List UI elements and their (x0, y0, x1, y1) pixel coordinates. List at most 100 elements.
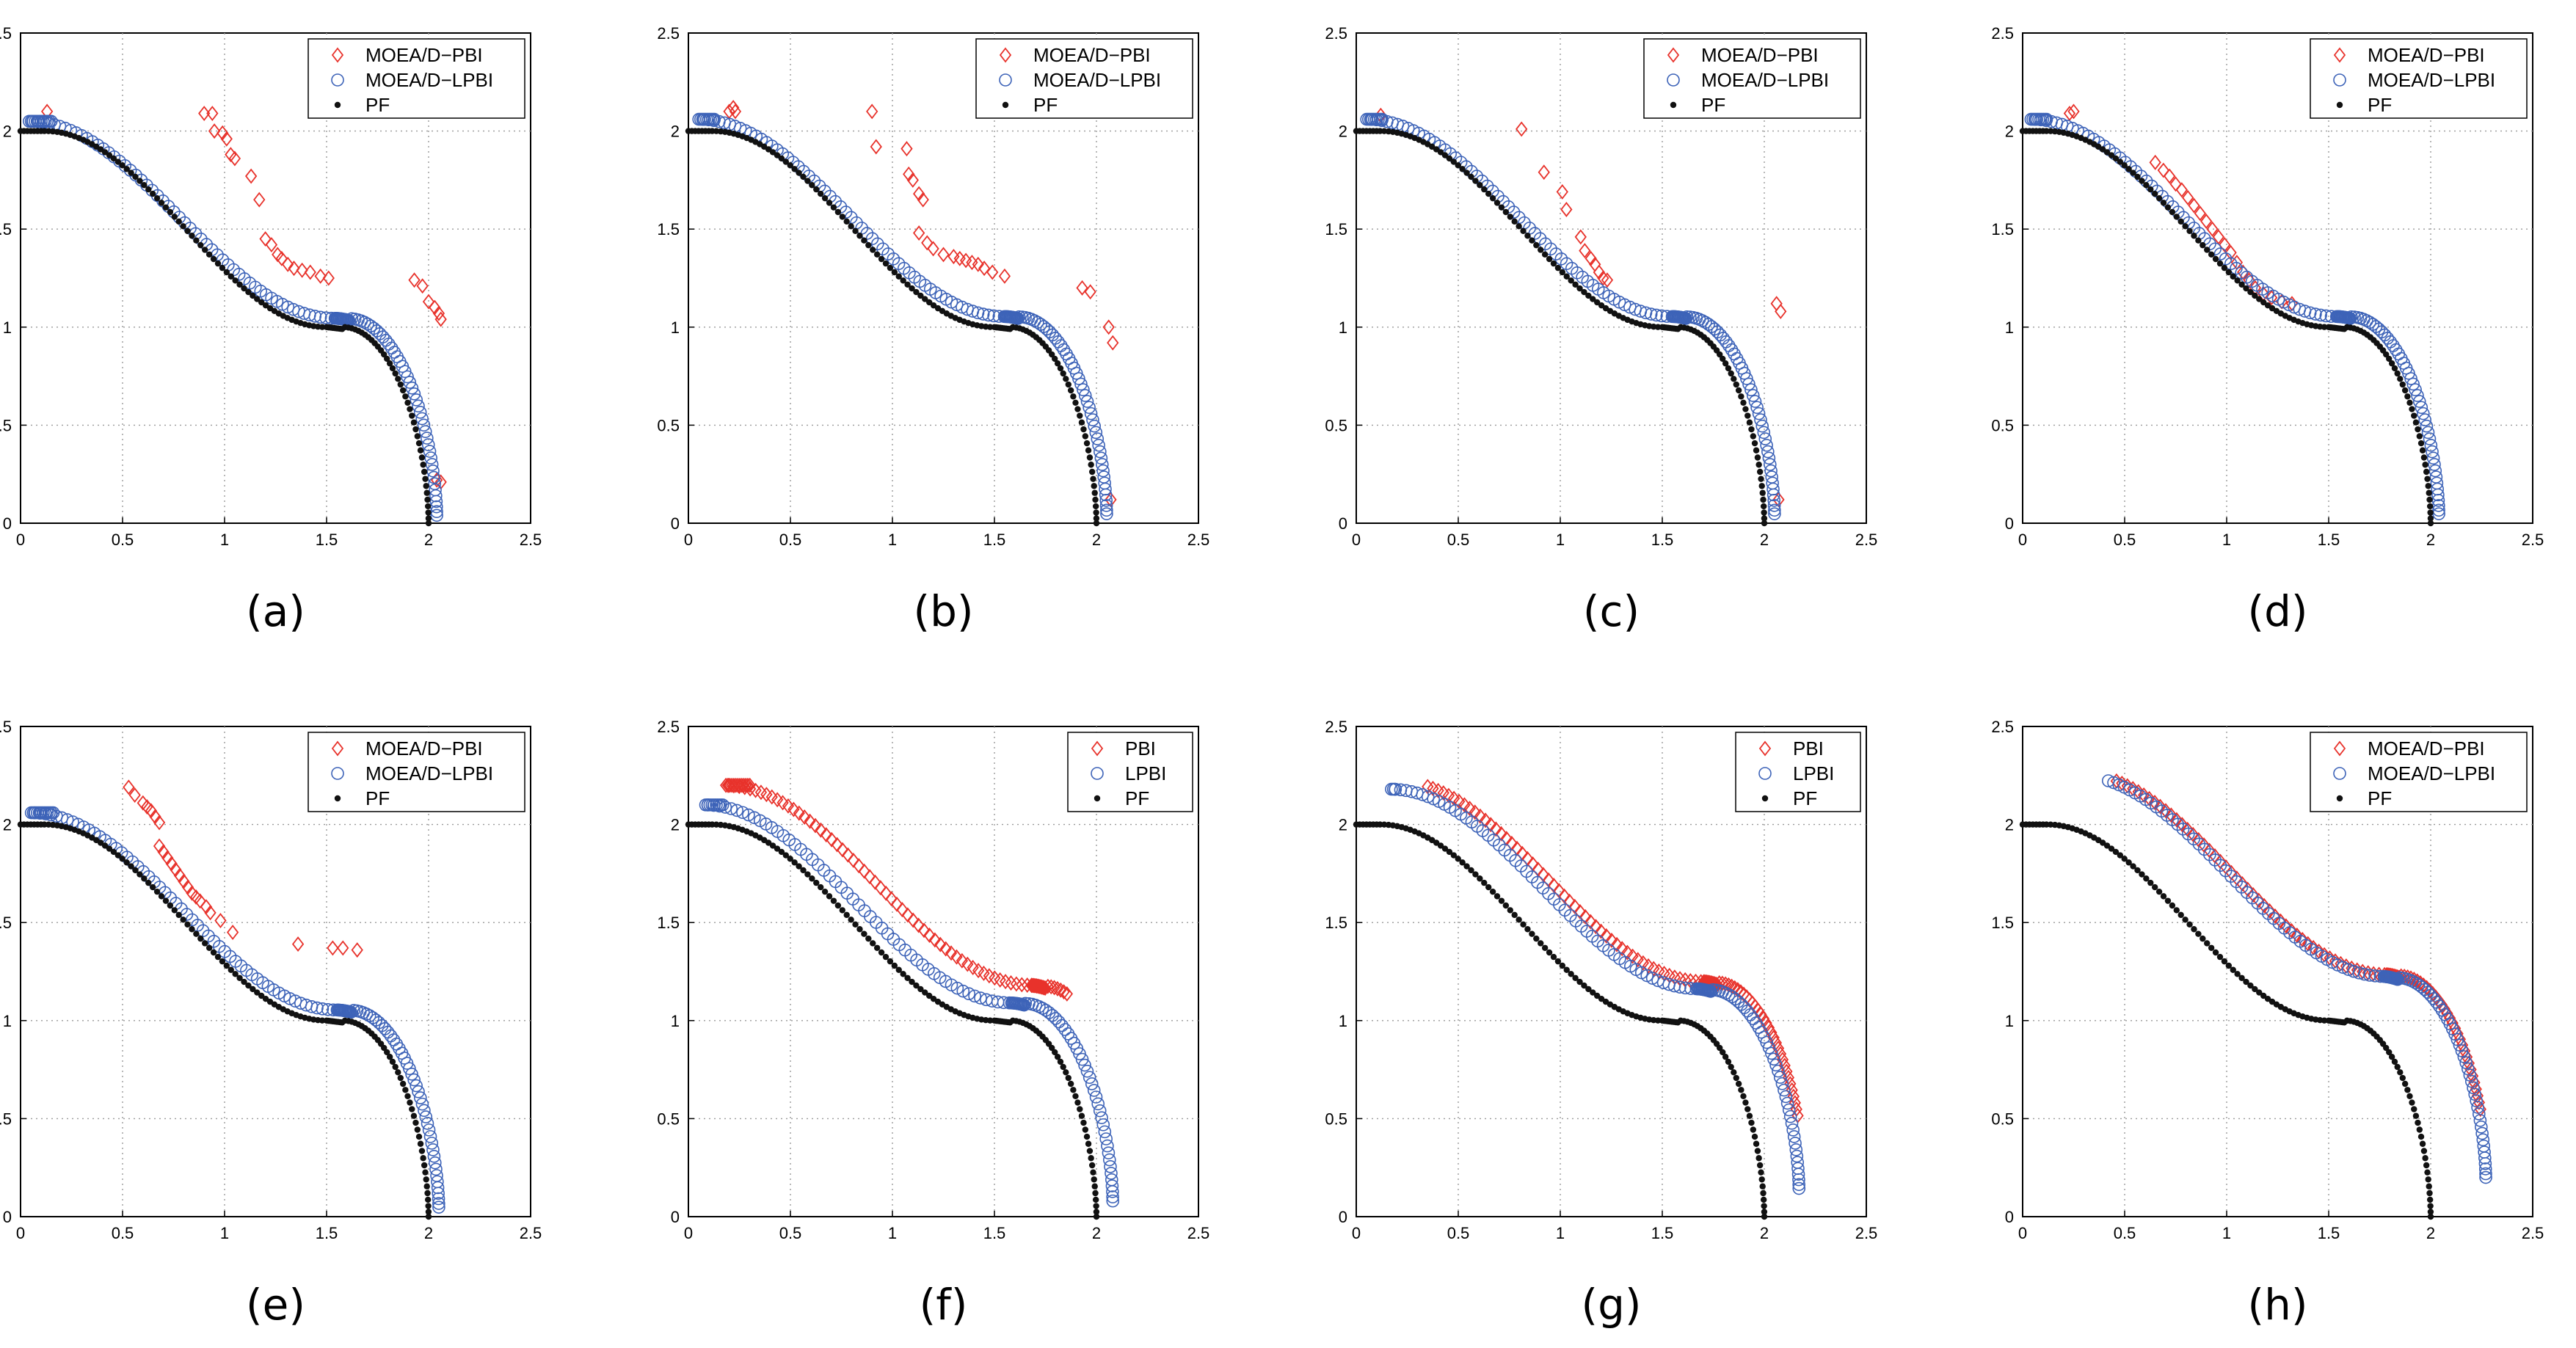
data-point-dot (407, 406, 413, 412)
data-point-dot (1731, 376, 1737, 382)
legend-marker-circle (999, 73, 1012, 87)
data-point-dot (1078, 419, 1085, 426)
legend-marker-circle (1667, 73, 1680, 87)
data-point-circle (1748, 395, 1762, 408)
data-point-dot (250, 292, 256, 299)
data-point-circle (2468, 1087, 2481, 1101)
data-point-dot (1716, 1044, 1723, 1052)
data-point-dot (2426, 1189, 2433, 1197)
data-point-diamond (265, 237, 278, 253)
data-point-circle (1762, 1041, 1776, 1054)
data-point-dot (2208, 251, 2215, 258)
x-tick-label: 0 (684, 531, 693, 549)
data-point-circle (1078, 1058, 1091, 1072)
data-point-circle (432, 1187, 445, 1201)
data-point-diamond (1060, 986, 1073, 1002)
x-tick-label: 1 (1556, 1224, 1565, 1242)
data-point-dot (1716, 351, 1723, 358)
legend-label: MOEA/D−LPBI (1033, 69, 1161, 91)
data-point-dot (384, 1049, 390, 1056)
data-point-dot (2164, 897, 2172, 904)
data-point-dot (2417, 440, 2425, 447)
data-point-diamond (727, 100, 740, 116)
data-point-dot (1754, 454, 1761, 461)
x-tick-label: 0.5 (2114, 531, 2136, 549)
data-point-diamond (1055, 982, 1067, 998)
data-point-circle (1101, 1139, 1114, 1153)
data-point-dot (418, 1148, 426, 1154)
data-point-dot (205, 944, 213, 951)
data-point-diamond (1621, 944, 1634, 961)
data-point-diamond (1495, 826, 1507, 842)
data-point-dot (110, 155, 117, 162)
chart-e: 00 0.5 0.5 1 1 1.5 1.5 2 2 2.5 2.5 MOEA/D−PBI MOEA/D… (0, 718, 542, 1330)
data-point-dot (114, 159, 122, 165)
data-point-dot (1048, 351, 1055, 358)
data-point-dot (250, 986, 256, 993)
data-point-dot (1090, 1169, 1096, 1176)
data-point-diamond (787, 801, 800, 817)
data-point-circle (692, 112, 705, 126)
data-point-circle (1094, 445, 1107, 459)
data-point-dot (415, 440, 423, 447)
data-point-circle (1058, 1023, 1072, 1036)
legend-marker-diamond (1667, 47, 1680, 63)
series-diamond (719, 777, 1073, 1002)
data-point-circle (428, 1156, 442, 1170)
data-point-circle (1758, 432, 1772, 445)
data-point-dot (128, 170, 134, 176)
data-point-dot (1725, 365, 1732, 372)
data-point-circle (2415, 401, 2428, 415)
data-point-dot (765, 839, 772, 846)
data-point-dot (1083, 440, 1091, 447)
data-point-diamond (314, 268, 327, 284)
data-point-circle (1055, 1019, 1069, 1032)
data-point-dot (1758, 483, 1765, 489)
data-point-dot (2264, 995, 2271, 1002)
data-point-circle (432, 1201, 445, 1214)
data-point-diamond (2219, 237, 2231, 253)
series-circle (699, 798, 1120, 1208)
data-point-diamond (967, 960, 979, 975)
data-point-dot (2243, 978, 2249, 986)
data-point-circle (1036, 1002, 1049, 1015)
data-point-dot (145, 879, 152, 886)
legend-marker-circle (331, 767, 344, 780)
data-point-circle (1019, 997, 1033, 1010)
x-tick-label: 0 (1352, 1224, 1361, 1242)
data-point-circle (1087, 1084, 1101, 1097)
data-point-dot (2164, 204, 2172, 211)
data-point-dot (1433, 839, 1440, 846)
data-point-dot (873, 944, 881, 951)
data-point-dot (2117, 159, 2124, 165)
series-dot (2019, 821, 2434, 1220)
panel-caption: (c) (1583, 586, 1640, 636)
data-point-dot (800, 173, 807, 181)
data-point-dot (1067, 1080, 1074, 1087)
data-point-dot (404, 399, 411, 406)
data-point-diamond (1597, 270, 1609, 286)
data-point-dot (162, 897, 170, 904)
x-tick-label: 2 (1092, 531, 1101, 549)
data-point-dot (1092, 496, 1099, 503)
data-point-dot (392, 1063, 399, 1071)
data-point-dot (2406, 399, 2413, 406)
data-point-dot (1091, 483, 1097, 489)
data-point-dot (2321, 1017, 2328, 1024)
legend-label: PBI (1125, 737, 1156, 759)
data-point-circle (357, 316, 371, 329)
y-tick-label: 1.5 (657, 220, 680, 238)
data-point-dot (2234, 971, 2241, 977)
series-circle (24, 806, 445, 1214)
data-point-dot (1091, 1176, 1097, 1183)
data-point-circle (1787, 1130, 1801, 1143)
data-point-diamond (912, 917, 925, 933)
data-point-dot (1091, 1183, 1098, 1189)
data-point-dot (878, 949, 885, 956)
data-point-diamond (206, 106, 219, 122)
data-point-dot (809, 875, 815, 882)
legend-label: MOEA/D−PBI (365, 44, 483, 66)
data-point-diamond (727, 778, 741, 794)
series-dot (1353, 128, 1768, 527)
data-point-dot (241, 285, 247, 292)
